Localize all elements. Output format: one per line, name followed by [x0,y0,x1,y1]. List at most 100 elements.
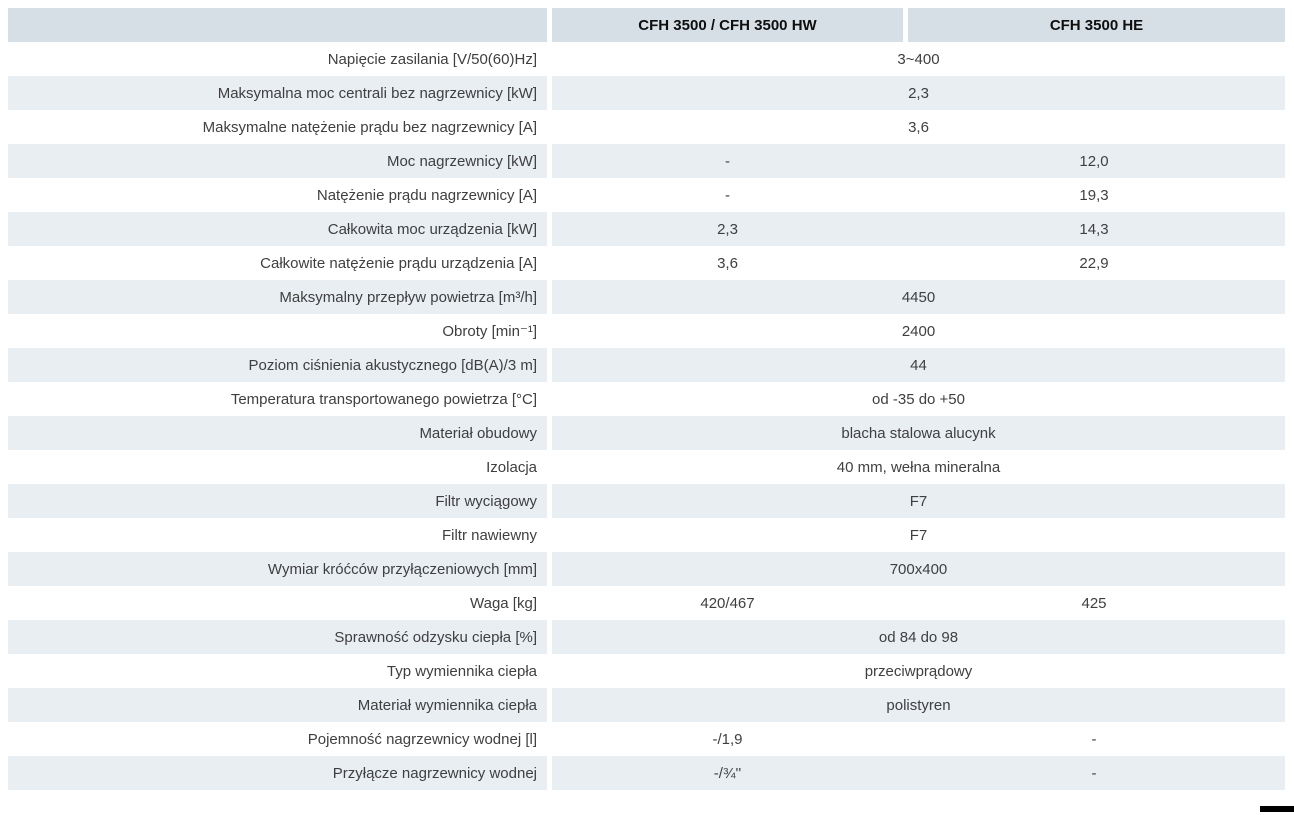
column-divider [547,416,552,450]
row-value-merged: 700x400 [889,560,948,578]
row-label: Natężenie prądu nagrzewnicy [A] [316,186,537,204]
table-row: Waga [kg] 420/467 425 [8,586,1285,620]
table-row: Napięcie zasilania [V/50(60)Hz] 3~400 [8,42,1285,76]
row-label: Materiał obudowy [8,416,547,450]
table-row: Maksymalny przepływ powietrza [m³/h] 4450 [8,280,1285,314]
table-row: Natężenie prądu nagrzewnicy [A] - 19,3 [8,178,1285,212]
column-divider [547,722,552,756]
row-values: od 84 do 98 [552,620,1285,654]
row-values: 40 mm, wełna mineralna [552,450,1285,484]
row-label: Całkowite natężenie prądu urządzenia [A] [260,254,537,272]
row-label: Poziom ciśnienia akustycznego [dB(A)/3 m… [8,348,547,382]
row-value-merged: od 84 do 98 [878,628,959,646]
row-label: Przyłącze nagrzewnicy wodnej [8,756,547,790]
column-divider [547,348,552,382]
table-row: Filtr wyciągowy F7 [8,484,1285,518]
column-divider [547,450,552,484]
table-row: Wymiar króćców przyłączeniowych [mm] 700x… [8,552,1285,586]
table-row: Przyłącze nagrzewnicy wodnej -/¾'' - [8,756,1285,790]
row-label: Moc nagrzewnicy [kW] [8,144,547,178]
row-values: przeciwprądowy [552,654,1285,688]
table-row: Maksymalne natężenie prądu bez nagrzewni… [8,110,1285,144]
column-divider [547,654,552,688]
row-value-cfh3500-he: - [1091,730,1097,748]
column-divider [547,552,552,586]
table-row: Izolacja 40 mm, wełna mineralna [8,450,1285,484]
column-divider [547,42,552,76]
row-values: blacha stalowa alucynk [552,416,1285,450]
row-value-merged: F7 [909,526,928,544]
row-value-cfh3500-he: 19,3 [1079,186,1109,204]
table-row: Moc nagrzewnicy [kW] - 12,0 [8,144,1285,178]
row-label: Temperatura transportowanego powietrza [… [230,390,537,408]
column-divider [547,382,552,416]
row-value-cfh3500-he: 22,9 [1079,254,1109,272]
row-value-cfh3500-hw: - [725,186,730,204]
row-values: 2,3 14,3 [552,212,1285,246]
row-value-merged: 2,3 [908,84,929,102]
row-value-merged: blacha stalowa alucynk [841,424,996,442]
row-label: Typ wymiennika ciepła [386,662,537,680]
column-divider [547,484,552,518]
table-row: Filtr nawiewny F7 [8,518,1285,552]
table-header-row: CFH 3500 / CFH 3500 HW CFH 3500 HE [8,8,1285,42]
row-values: - 19,3 [552,178,1285,212]
table-row: Obroty [min⁻¹] 2400 [8,314,1285,348]
row-value-cfh3500-hw: - [725,152,730,170]
row-values: 3,6 22,9 [552,246,1285,280]
row-values: od -35 do +50 [552,382,1285,416]
column-divider [547,212,552,246]
column-divider [547,688,552,722]
row-value-merged: przeciwprądowy [864,662,973,680]
row-value-merged: 4450 [901,288,936,306]
row-values: 3~400 [552,42,1285,76]
table-row: Materiał obudowy blacha stalowa alucynk [8,416,1285,450]
table-row: Całkowite natężenie prądu urządzenia [A]… [8,246,1285,280]
row-value-merged: polistyren [886,696,951,714]
row-values: -/1,9 - [552,722,1285,756]
row-label: Materiał wymiennika ciepła [8,688,547,722]
column-divider [547,518,552,552]
spec-table-body: Napięcie zasilania [V/50(60)Hz] 3~400 Maks… [8,42,1285,790]
column-divider [547,280,552,314]
row-label: Obroty [min⁻¹] [442,323,537,340]
row-label: Maksymalny przepływ powietrza [m³/h] [8,280,547,314]
row-label: Waga [kg] [470,594,537,612]
table-row: Pojemność nagrzewnicy wodnej [l] -/1,9 - [8,722,1285,756]
table-row: Materiał wymiennika ciepła polistyren [8,688,1285,722]
column-divider [547,586,552,620]
row-label: Izolacja [486,458,537,476]
row-value-merged: 44 [910,356,927,374]
row-value-merged: od -35 do +50 [872,390,965,408]
table-row: Sprawność odzysku ciepła [%] od 84 do 98 [8,620,1285,654]
row-values: - 12,0 [552,144,1285,178]
spec-table: CFH 3500 / CFH 3500 HW CFH 3500 HE Napię… [8,8,1285,790]
row-values: F7 [552,518,1285,552]
table-row: Typ wymiennika ciepła przeciwprądowy [8,654,1285,688]
row-label: Całkowita moc urządzenia [kW] [8,212,547,246]
row-value-cfh3500-hw: -/1,9 [712,730,743,748]
column-divider [547,110,552,144]
column-divider [547,178,552,212]
row-value-merged: F7 [909,492,928,510]
row-label: Maksymalna moc centrali bez nagrzewnicy … [8,76,547,110]
table-row: Temperatura transportowanego powietrza [… [8,382,1285,416]
row-label: Wymiar króćców przyłączeniowych [mm] [8,552,547,586]
table-row: Poziom ciśnienia akustycznego [dB(A)/3 m… [8,348,1285,382]
row-value-cfh3500-he: 425 [1081,594,1107,612]
header-column-divider [903,8,908,42]
header-col-cfh3500-hw: CFH 3500 / CFH 3500 HW [552,8,903,42]
row-label: Napięcie zasilania [V/50(60)Hz] [327,50,537,68]
row-value-merged: 3,6 [908,118,929,136]
row-values: -/¾'' - [552,756,1285,790]
row-value-cfh3500-hw: -/¾'' [713,764,742,782]
header-empty-cell [8,8,547,42]
column-divider [547,246,552,280]
row-values: 420/467 425 [552,586,1285,620]
row-value-cfh3500-he: 14,3 [1079,220,1109,238]
row-value-cfh3500-he: - [1091,764,1097,782]
column-divider [547,144,552,178]
row-values: 4450 [552,280,1285,314]
row-value-cfh3500-hw: 3,6 [717,254,738,272]
row-label: Filtr nawiewny [441,526,537,544]
